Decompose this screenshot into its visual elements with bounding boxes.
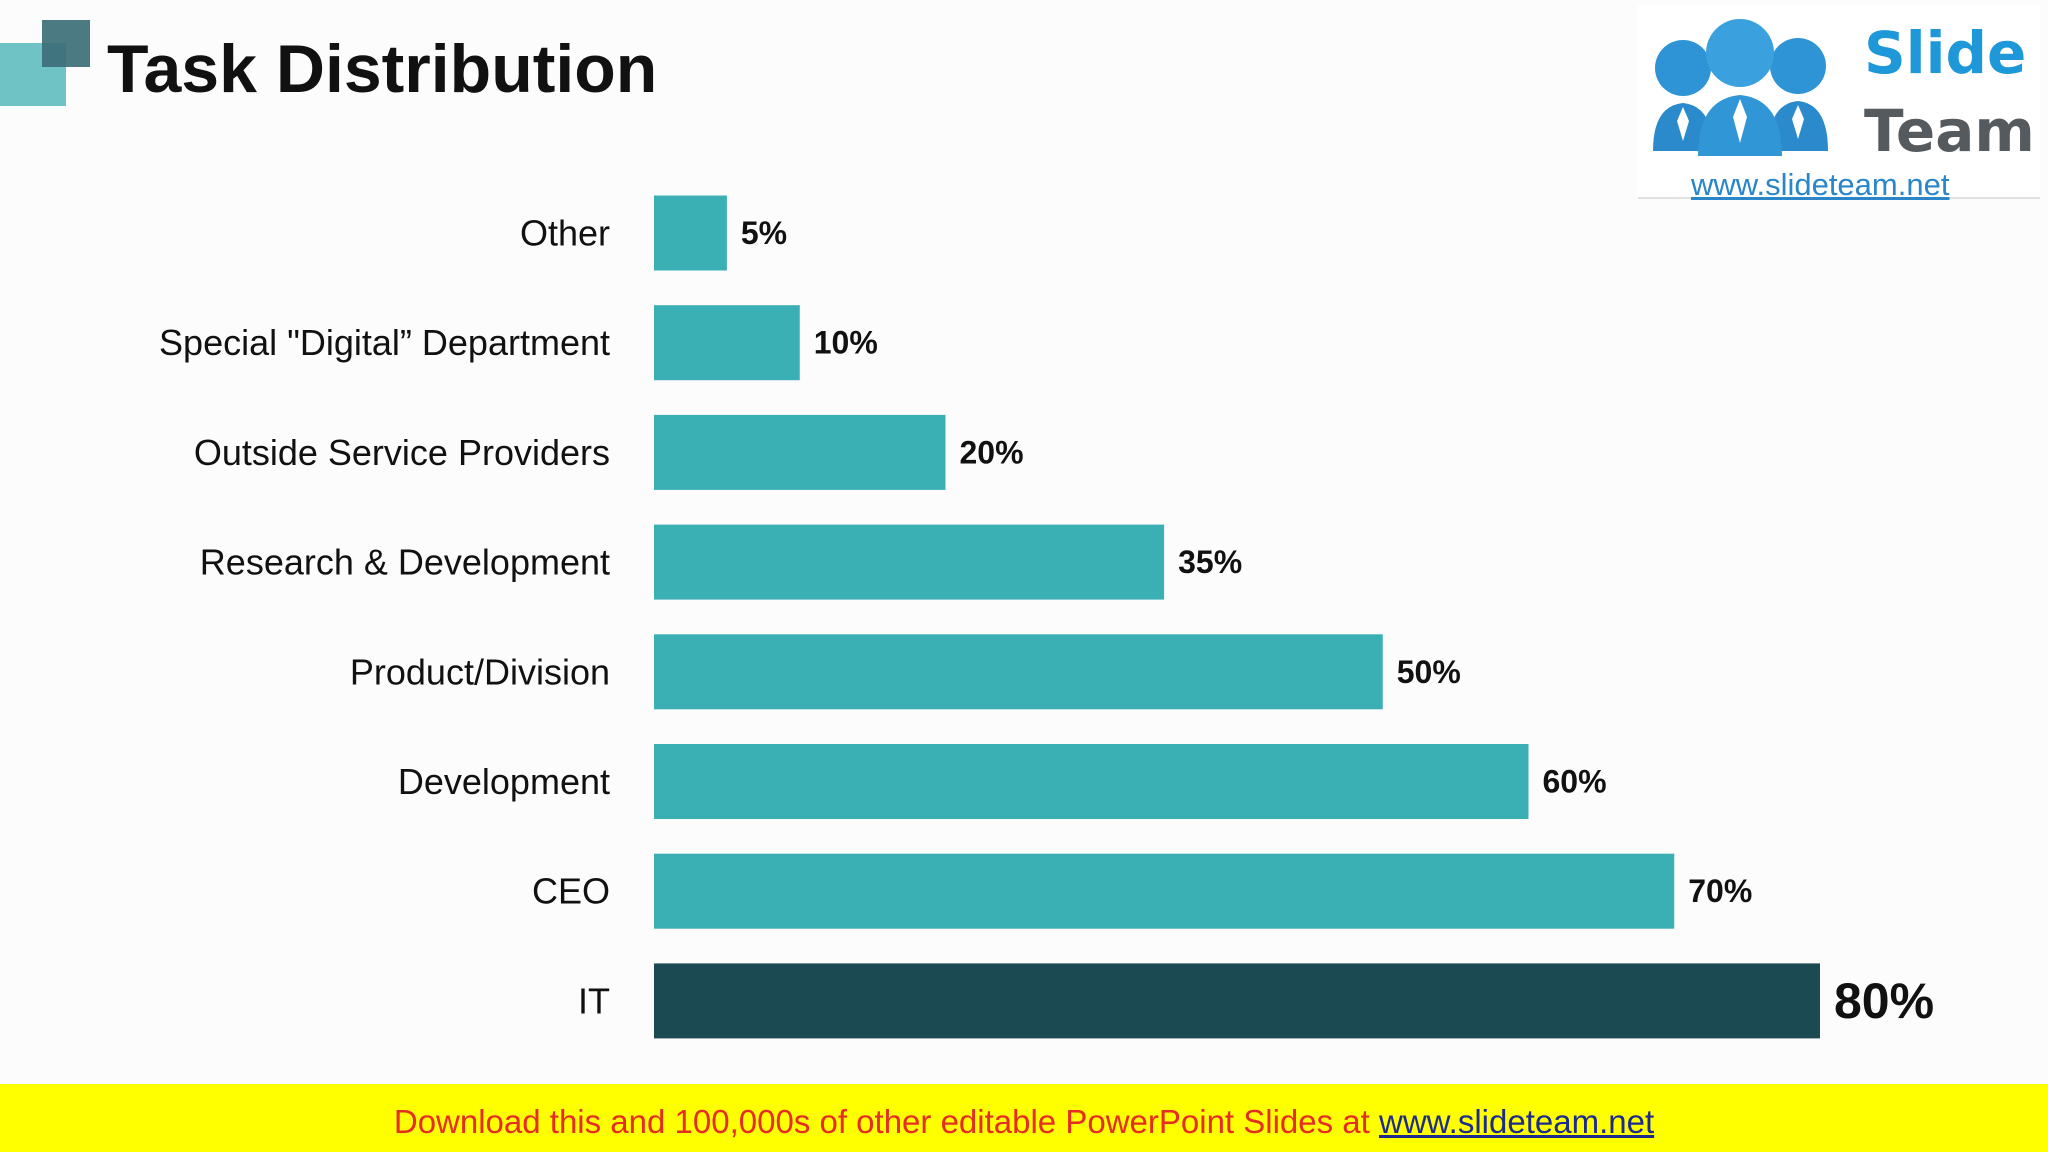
category-label-7: IT — [578, 980, 610, 1021]
footer-link[interactable]: www.slideteam.net — [1379, 1103, 1655, 1140]
slideteam-logo[interactable]: Slide Team www.slideteam.net — [1638, 5, 2040, 202]
category-label-4: Product/Division — [350, 651, 610, 692]
bar-0 — [654, 195, 727, 271]
data-label-6: 70% — [1688, 873, 1752, 909]
footer-banner: Download this and 100,000s of other edit… — [0, 1084, 2048, 1152]
task-distribution-bar-chart: Other 5% Special "Digital” Department 10% Ou… — [159, 195, 1934, 1039]
footer-message: Download this and 100,000s of other edit… — [393, 1103, 1379, 1140]
decorative-square-dark — [42, 20, 90, 67]
bar-7 — [654, 963, 1820, 1039]
data-label-0: 5% — [741, 215, 787, 251]
people-group-icon — [1653, 19, 1828, 156]
data-label-2: 20% — [960, 434, 1024, 470]
bar-3 — [654, 524, 1165, 600]
category-label-5: Development — [398, 761, 610, 802]
data-label-7: 80% — [1834, 973, 1934, 1029]
data-label-5: 60% — [1543, 764, 1607, 800]
bar-1 — [654, 305, 800, 381]
data-label-4: 50% — [1397, 654, 1461, 690]
category-label-0: Other — [520, 213, 610, 254]
logo-url-link[interactable]: www.slideteam.net — [1691, 167, 1950, 202]
category-label-6: CEO — [532, 871, 610, 912]
logo-word-team: Team — [1864, 97, 2035, 165]
logo-word-slide: Slide — [1864, 19, 2027, 87]
bar-2 — [654, 414, 946, 490]
bar-6 — [654, 853, 1675, 929]
bar-5 — [654, 744, 1529, 819]
page-title: Task Distribution — [107, 31, 658, 107]
bar-4 — [654, 634, 1383, 710]
data-label-1: 10% — [814, 325, 878, 361]
category-label-2: Outside Service Providers — [194, 432, 610, 473]
category-label-1: Special "Digital” Department — [159, 322, 610, 363]
footer-text: Download this and 100,000s of other edit… — [0, 1103, 2048, 1141]
category-label-3: Research & Development — [200, 542, 610, 583]
data-label-3: 35% — [1178, 544, 1242, 580]
